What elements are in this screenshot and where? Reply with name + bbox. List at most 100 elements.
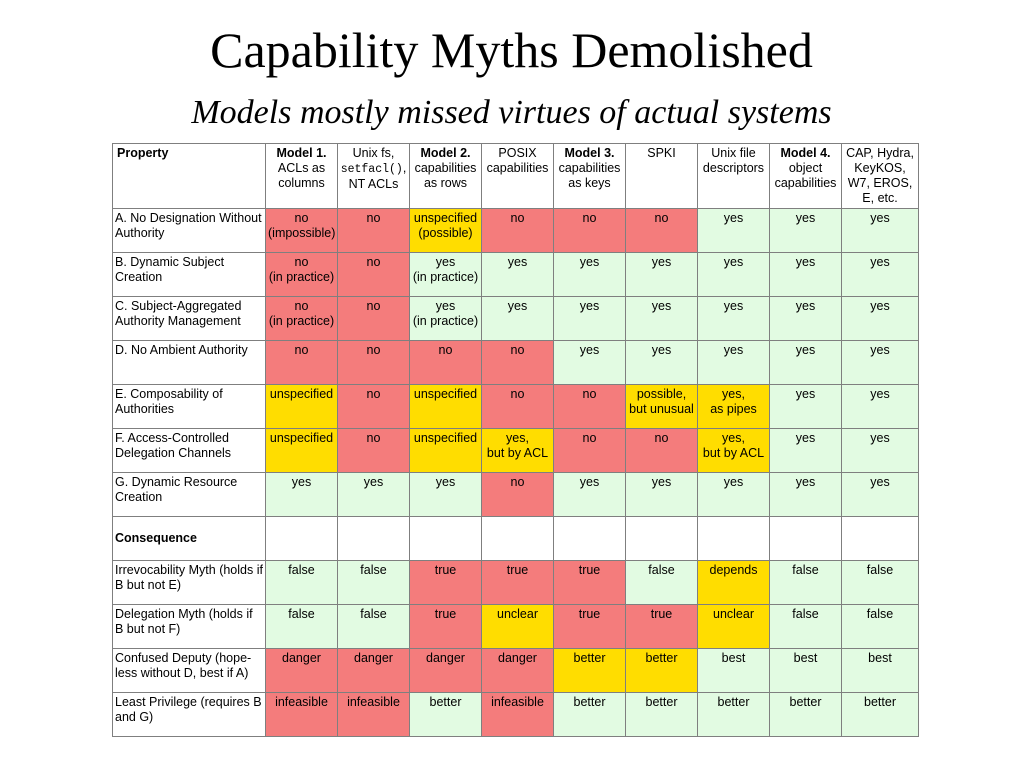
table-cell: danger: [337, 648, 410, 693]
table-cell: yes: [769, 208, 842, 253]
consequence-label: Confused Deputy (hope-less without D, be…: [112, 648, 266, 693]
table-cell: yes: [625, 252, 698, 297]
table-cell: danger: [409, 648, 482, 693]
table-cell: no (in practice): [265, 296, 338, 341]
table-cell: better: [553, 648, 626, 693]
table-cell: best: [697, 648, 770, 693]
table-cell: no: [481, 208, 554, 253]
consequence-label: Least Privilege (requires B and G): [112, 692, 266, 737]
table-cell: false: [265, 560, 338, 605]
table-cell: yes: [481, 252, 554, 297]
table-cell: yes, but by ACL: [697, 428, 770, 473]
table-cell: no: [625, 428, 698, 473]
table-cell: no: [553, 208, 626, 253]
table-cell: true: [625, 604, 698, 649]
table-cell: yes: [769, 384, 842, 429]
table-cell: false: [337, 604, 410, 649]
table-cell: infeasible: [265, 692, 338, 737]
table-cell: yes: [481, 296, 554, 341]
table-row: F. Access-Controlled Delegation Channels…: [112, 428, 919, 473]
table-cell: yes: [841, 428, 919, 473]
table-cell: no: [481, 384, 554, 429]
table-cell: yes: [265, 472, 338, 517]
table-row: A. No Designation Without Authority no (i…: [112, 208, 919, 253]
comparison-table: Property Model 1. ACLs as columns Unix fs…: [112, 143, 919, 737]
table-cell: no: [337, 252, 410, 297]
table-cell: yes: [697, 252, 770, 297]
table-cell: no: [337, 296, 410, 341]
table-cell: true: [481, 560, 554, 605]
table-cell: depends: [697, 560, 770, 605]
table-cell: better: [769, 692, 842, 737]
table-cell: yes: [769, 252, 842, 297]
table-cell: false: [841, 560, 919, 605]
table-cell: no: [625, 208, 698, 253]
table-cell: unclear: [697, 604, 770, 649]
consequence-heading: Consequence: [112, 516, 266, 561]
table-cell: yes: [625, 472, 698, 517]
table-row: B. Dynamic Subject Creation no (in practi…: [112, 252, 919, 297]
table-cell: no (in practice): [265, 252, 338, 297]
table-cell: better: [625, 648, 698, 693]
header-model1: Model 1. ACLs as columns: [265, 143, 338, 209]
header-model2: Model 2. capabilities as rows: [409, 143, 482, 209]
table-cell: true: [553, 560, 626, 605]
table-cell: yes: [697, 340, 770, 385]
table-cell: false: [841, 604, 919, 649]
table-header-row: Property Model 1. ACLs as columns Unix fs…: [112, 143, 919, 209]
property-label: D. No Ambient Authority: [112, 340, 266, 385]
table-cell: better: [697, 692, 770, 737]
table-cell: yes: [841, 252, 919, 297]
table-cell: yes: [769, 428, 842, 473]
table-cell: yes: [337, 472, 410, 517]
table-cell: best: [769, 648, 842, 693]
table-cell: false: [769, 560, 842, 605]
table-cell: no: [553, 428, 626, 473]
header-posix: POSIX capabilities: [481, 143, 554, 209]
table-cell: unspecified (possible): [409, 208, 482, 253]
table-cell: infeasible: [337, 692, 410, 737]
table-cell: no: [337, 384, 410, 429]
property-label: F. Access-Controlled Delegation Channels: [112, 428, 266, 473]
header-unix-fd: Unix file descriptors: [697, 143, 770, 209]
table-row: Irrevocability Myth (holds if B but not …: [112, 560, 919, 605]
table-cell: no: [337, 208, 410, 253]
table-row: D. No Ambient Authority no no no no yes yes yes…: [112, 340, 919, 385]
table-cell: unspecified: [265, 384, 338, 429]
slide-title: Capability Myths Demolished: [210, 22, 813, 78]
table-cell: true: [409, 560, 482, 605]
table-cell: yes: [769, 340, 842, 385]
header-unix-fs: Unix fs, setfacl(), NT ACLs: [337, 143, 410, 209]
table-cell: yes, as pipes: [697, 384, 770, 429]
table-cell: no: [481, 472, 554, 517]
table-row: G. Dynamic Resource Creation yes yes yes no y…: [112, 472, 919, 517]
table-cell: yes (in practice): [409, 252, 482, 297]
table-cell: no: [337, 428, 410, 473]
table-cell: false: [769, 604, 842, 649]
consequence-label: Delegation Myth (holds if B but not F): [112, 604, 266, 649]
table-cell: true: [409, 604, 482, 649]
table-cell: yes: [625, 296, 698, 341]
header-spki: SPKI: [625, 143, 698, 209]
table-row: E. Composability of Authorities unspecifi…: [112, 384, 919, 429]
property-label: C. Subject-Aggregated Authority Manageme…: [112, 296, 266, 341]
table-cell: no: [409, 340, 482, 385]
table-cell: yes: [769, 472, 842, 517]
table-row: Least Privilege (requires B and G) infeas…: [112, 692, 919, 737]
header-model4: Model 4. object capabilities: [769, 143, 842, 209]
table-cell: yes: [841, 340, 919, 385]
table-cell: possible, but unusual: [625, 384, 698, 429]
header-model3: Model 3. capabilities as keys: [553, 143, 626, 209]
property-label: A. No Designation Without Authority: [112, 208, 266, 253]
property-label: G. Dynamic Resource Creation: [112, 472, 266, 517]
table-cell: yes: [553, 252, 626, 297]
table-cell: yes: [697, 208, 770, 253]
table-cell: danger: [481, 648, 554, 693]
table-cell: no: [481, 340, 554, 385]
table-cell: yes: [409, 472, 482, 517]
table-cell: yes: [553, 296, 626, 341]
table-cell: no: [337, 340, 410, 385]
table-cell: unspecified: [265, 428, 338, 473]
table-cell: yes: [697, 472, 770, 517]
table-cell: false: [337, 560, 410, 605]
